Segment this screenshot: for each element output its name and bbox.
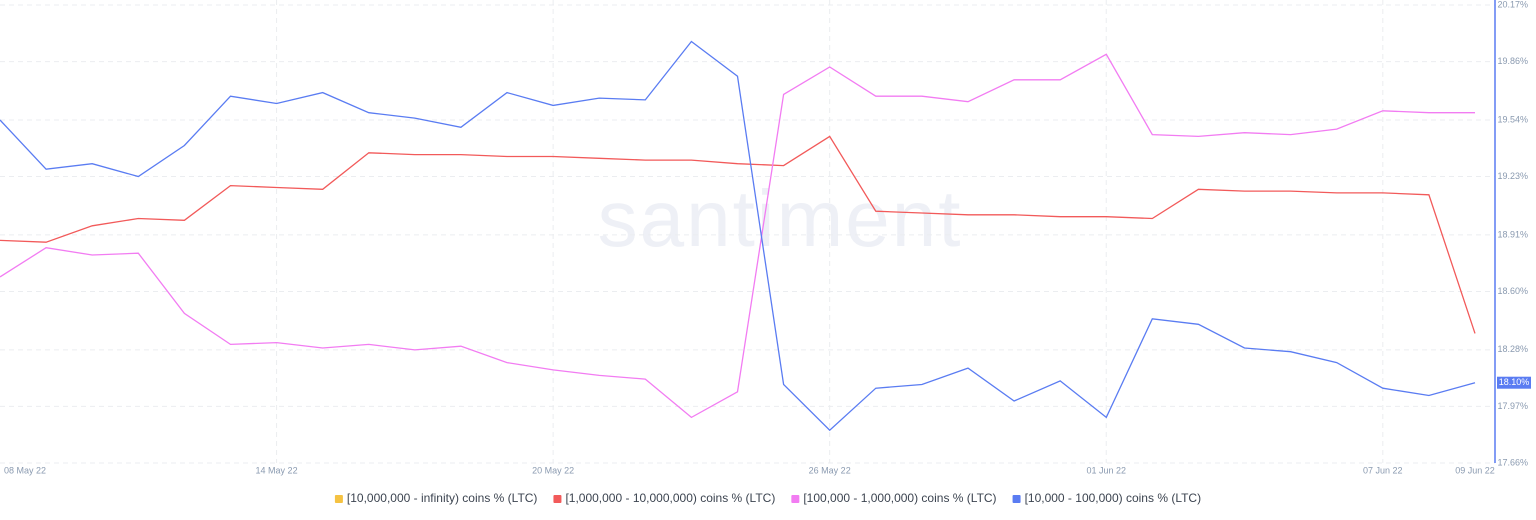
legend-label: [10,000 - 100,000) coins % (LTC)	[1025, 491, 1202, 505]
x-tick-label: 01 Jun 22	[1086, 465, 1126, 475]
x-tick-label: 09 Jun 22	[1455, 465, 1495, 475]
x-tick-label: 08 May 22	[4, 465, 46, 475]
y-tick-label: 19.23%	[1497, 171, 1528, 181]
watermark: santiment	[598, 174, 963, 263]
legend-swatch	[791, 495, 800, 503]
y-tick-label: 19.86%	[1497, 56, 1528, 66]
y-tick-label: 18.28%	[1497, 344, 1528, 354]
legend-label: [1,000,000 - 10,000,000) coins % (LTC)	[565, 491, 775, 505]
legend-label: [100,000 - 1,000,000) coins % (LTC)	[803, 491, 996, 505]
legend-label: [10,000,000 - infinity) coins % (LTC)	[347, 491, 538, 505]
last-value-badge	[1497, 376, 1531, 389]
x-tick-label: 20 May 22	[532, 465, 574, 475]
x-tick-label: 07 Jun 22	[1363, 465, 1403, 475]
y-tick-label: 17.66%	[1497, 457, 1528, 467]
series-line	[0, 135, 1476, 334]
y-tick-label: 18.91%	[1497, 229, 1528, 239]
last-value-label: 18.10%	[1499, 377, 1530, 387]
legend-swatch	[334, 495, 343, 503]
y-tick-label: 18.60%	[1497, 286, 1528, 296]
series-line	[0, 40, 1476, 432]
series-line	[0, 53, 1475, 419]
legend-swatch	[1012, 495, 1021, 503]
legend-swatch	[553, 495, 562, 503]
y-tick-label: 19.54%	[1497, 114, 1528, 124]
y-tick-label: 20.17%	[1497, 0, 1528, 9]
x-tick-label: 26 May 22	[809, 465, 851, 475]
y-tick-label: 17.97%	[1497, 401, 1528, 411]
x-tick-label: 14 May 22	[256, 465, 298, 475]
legend: [10,000,000 - infinity) coins % (LTC) [1,…	[334, 491, 1202, 505]
